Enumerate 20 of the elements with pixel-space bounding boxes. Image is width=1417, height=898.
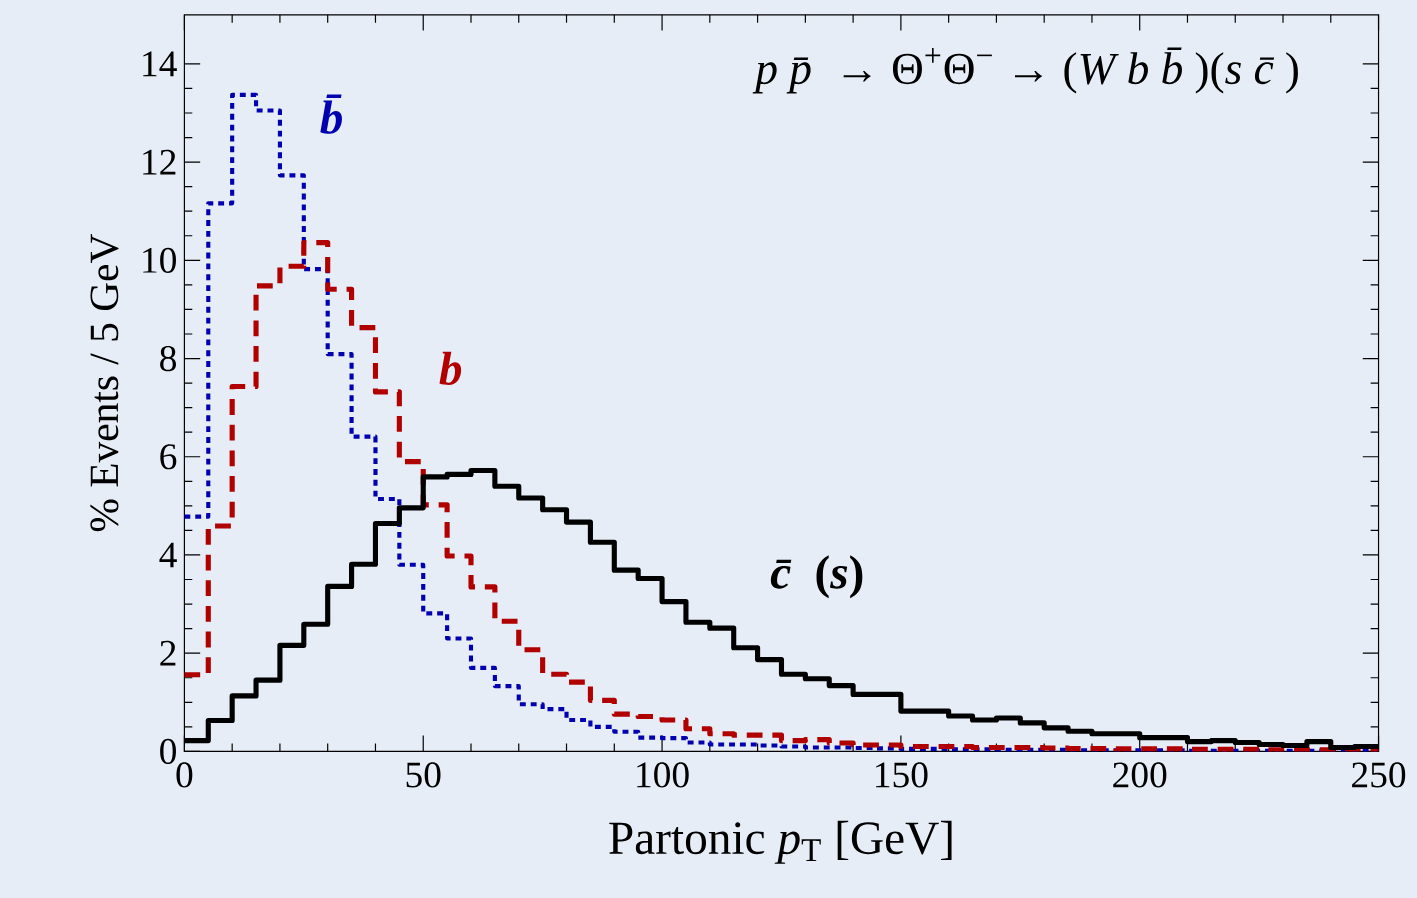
y-tick-label: 14 xyxy=(143,51,177,77)
x-tick-label: 200 xyxy=(1113,762,1167,788)
series-label: b xyxy=(439,351,462,385)
series-label: c̄ (s) xyxy=(770,555,863,599)
x-tick-label: 250 xyxy=(1352,762,1406,788)
x-tick-label: 0 xyxy=(176,762,193,788)
x-axis-title: Partonic p$_{T}$ [GeV] xyxy=(609,820,952,864)
x-tick-label: 100 xyxy=(637,762,689,788)
y-tick-label: 6 xyxy=(160,444,177,470)
y-tick-label: 2 xyxy=(160,640,176,666)
y-tick-label: 0 xyxy=(160,738,176,764)
y-tick-label: 8 xyxy=(160,345,176,372)
series-label: b̄ xyxy=(320,94,342,134)
x-tick-label: 50 xyxy=(406,762,441,788)
x-tick-label: 150 xyxy=(876,762,928,788)
chart-title: p p̄ → Θ$^{+}$Θ$^{−}$ → (W b b̄)(s c̄) xyxy=(752,47,1298,94)
y-tick-label: 12 xyxy=(143,149,176,175)
y-tick-label: 4 xyxy=(159,542,177,568)
y-tick-label: 10 xyxy=(143,247,176,273)
y-axis-title: % Events / 5 GeV xyxy=(90,233,119,532)
